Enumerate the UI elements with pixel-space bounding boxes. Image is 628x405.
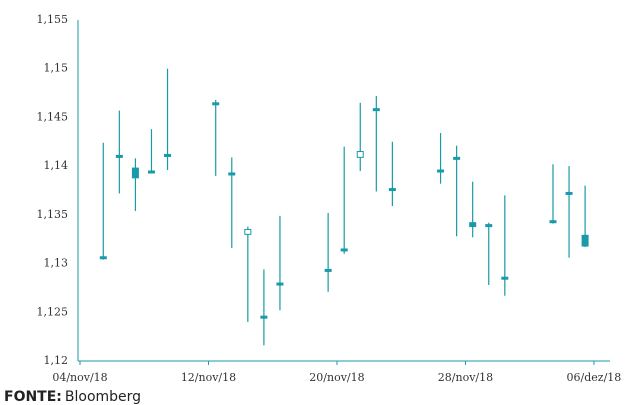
candle-body: [244, 228, 252, 235]
x-tick-label: 04/nov/18: [52, 371, 107, 384]
candle-body: [212, 102, 220, 106]
candle-body: [115, 154, 123, 158]
y-tick-label: 1,13: [44, 257, 69, 270]
candle-body: [388, 188, 396, 192]
candle-body: [228, 172, 236, 176]
source: FONTE: Bloomberg: [4, 389, 141, 405]
candle-body: [485, 224, 493, 228]
y-tick-label: 1,125: [37, 305, 69, 318]
candle-body: [340, 248, 348, 252]
candle-body: [469, 222, 477, 228]
candle-body: [437, 169, 445, 173]
candle-body: [581, 234, 589, 247]
x-tick-label: 28/nov/18: [438, 371, 493, 384]
y-tick-label: 1,15: [44, 62, 69, 75]
candle-body: [99, 256, 107, 260]
x-tick-label: 20/nov/18: [309, 371, 364, 384]
source-text: Bloomberg: [65, 389, 141, 405]
candle-body: [260, 315, 268, 319]
y-tick-label: 1,155: [37, 13, 69, 26]
candle-body: [356, 151, 364, 158]
candle-body: [324, 268, 332, 272]
x-tick-label: 06/dez/18: [567, 371, 622, 384]
candle-body: [549, 220, 557, 224]
candle-body: [147, 170, 155, 174]
candle-body: [565, 191, 573, 195]
candle-body: [372, 108, 380, 112]
x-tick-label: 12/nov/18: [181, 371, 236, 384]
candle-body: [276, 282, 284, 286]
y-tick-label: 1,145: [37, 110, 69, 123]
y-tick-label: 1,12: [44, 354, 69, 367]
candle-body: [131, 167, 139, 179]
source-label: FONTE:: [4, 389, 62, 405]
candle-body: [501, 276, 509, 280]
candle-body: [164, 153, 172, 157]
candle-body: [453, 156, 461, 160]
y-tick-label: 1,14: [44, 159, 69, 172]
y-tick-label: 1,135: [37, 208, 69, 221]
